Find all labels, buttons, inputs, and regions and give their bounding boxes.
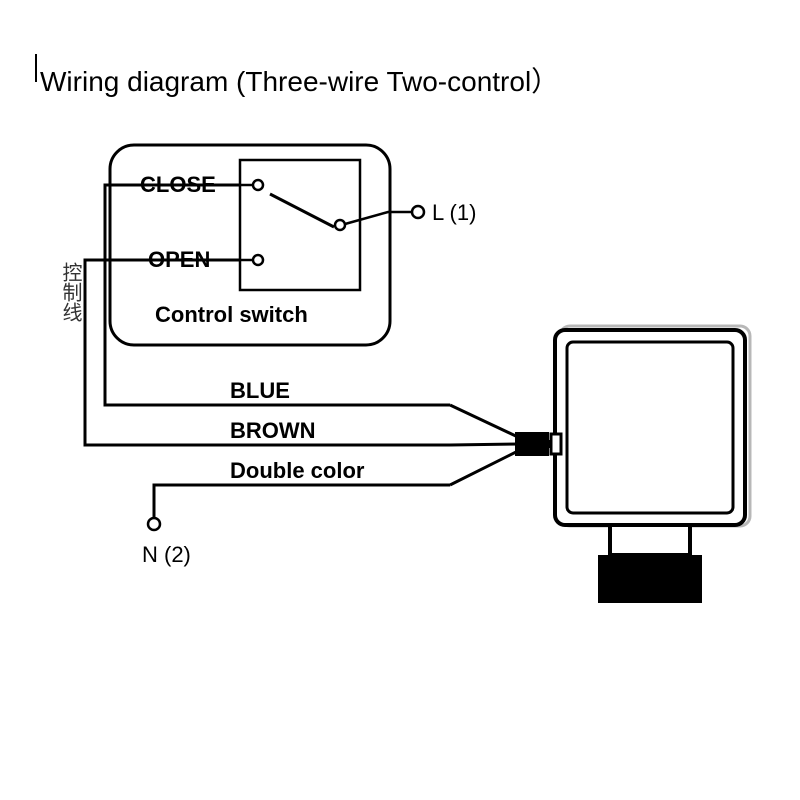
side-label-cn: 控制线 <box>56 262 85 322</box>
device-neck <box>610 525 690 555</box>
label-double-color: Double color <box>230 458 365 483</box>
device-body <box>555 330 745 525</box>
device-cable-port <box>551 434 561 454</box>
label-open: OPEN <box>148 247 210 272</box>
cable-connector <box>515 432 549 456</box>
terminal-pole <box>335 220 345 230</box>
wire-doublecolor-N <box>154 485 450 518</box>
device-base <box>598 555 702 603</box>
wire-close-blue <box>105 185 450 405</box>
wiring-svg: CLOSE OPEN Control switch BLUE BROWN Dou… <box>0 0 800 800</box>
label-brown: BROWN <box>230 418 316 443</box>
terminal-L <box>412 206 424 218</box>
label-close: CLOSE <box>140 172 216 197</box>
terminal-N <box>148 518 160 530</box>
terminal-open <box>253 255 263 265</box>
switch-wiper <box>270 194 334 227</box>
wire-converge-bot <box>450 450 520 485</box>
label-blue: BLUE <box>230 378 290 403</box>
label-L: L (1) <box>432 200 476 225</box>
wire-converge-mid <box>450 444 520 445</box>
wire-pole-to-L <box>345 212 412 224</box>
label-control-switch: Control switch <box>155 302 308 327</box>
terminal-close <box>253 180 263 190</box>
diagram-title: Wiring diagram (Three-wire Two-control） <box>40 60 559 100</box>
label-N: N (2) <box>142 542 191 567</box>
wire-converge-top <box>450 405 520 438</box>
